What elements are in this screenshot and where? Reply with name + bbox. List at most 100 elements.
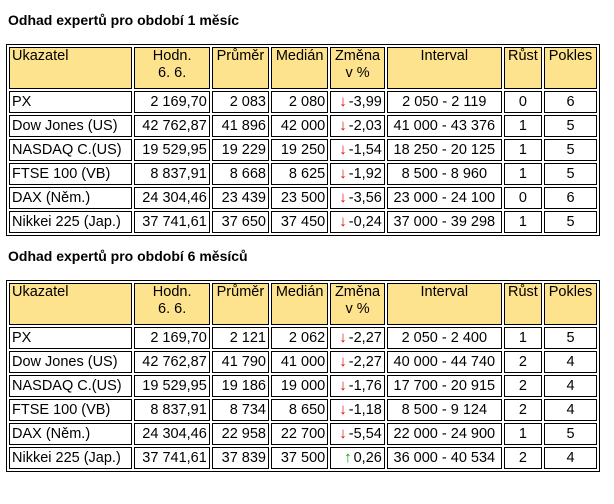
table-body: Ukazatel Hodn. 6. 6. Průměr Medián Změna v %…	[9, 47, 597, 233]
header-cell: Medián	[271, 47, 329, 89]
change-value: -2,03	[348, 118, 382, 134]
cell: 2	[503, 447, 543, 469]
cell: 8 668	[211, 163, 269, 185]
cell: 1	[503, 139, 543, 161]
cell: 37 000 - 39 298	[386, 211, 502, 233]
change-arrow: ↓	[339, 117, 347, 134]
cell: 0	[503, 91, 543, 113]
cell: 1	[503, 327, 543, 349]
header-cell: Změna v %	[330, 47, 385, 89]
header-row: Ukazatel Hodn. 6. 6. Průměr Medián Změna v %…	[9, 47, 597, 89]
cell: 37 741,61	[134, 447, 210, 469]
change-value: -1,92	[348, 166, 382, 182]
cell: 5	[544, 163, 597, 185]
change-value: -0,24	[348, 214, 382, 230]
data-row: DAX (Něm.) 24 304,46 23 439 23 500 ↓ -3,56 23 …	[9, 187, 597, 209]
cell: 1	[503, 163, 543, 185]
cell: NASDAQ C.(US)	[9, 375, 133, 397]
cell: 5	[544, 115, 597, 137]
cell: 19 229	[211, 139, 269, 161]
cell: 0	[503, 187, 543, 209]
cell: ↓ -3,56	[330, 187, 385, 209]
data-row: PX 2 169,70 2 121 2 062 ↓ -2,27 2 050 - 2 400 1…	[9, 327, 597, 349]
header-cell: Růst	[503, 47, 543, 89]
cell: 37 500	[271, 447, 329, 469]
cell: 41 000	[271, 351, 329, 373]
header-cell: Medián	[271, 283, 329, 325]
data-row: DAX (Něm.) 24 304,46 22 958 22 700 ↓ -5,54 22 …	[9, 423, 597, 445]
header-cell: Růst	[503, 283, 543, 325]
data-row: Dow Jones (US) 42 762,87 41 790 41 000 ↓ -2,2…	[9, 351, 597, 373]
cell: 17 700 - 20 915	[386, 375, 502, 397]
cell: 18 250 - 20 125	[386, 139, 502, 161]
cell: Nikkei 225 (Jap.)	[9, 211, 133, 233]
change-arrow: ↓	[339, 189, 347, 206]
cell: ↓ -5,54	[330, 423, 385, 445]
cell: PX	[9, 91, 133, 113]
cell: Dow Jones (US)	[9, 351, 133, 373]
cell: Nikkei 225 (Jap.)	[9, 447, 133, 469]
cell: DAX (Něm.)	[9, 187, 133, 209]
header-cell: Interval	[386, 47, 502, 89]
cell: Dow Jones (US)	[9, 115, 133, 137]
change-arrow: ↓	[339, 377, 347, 394]
cell: 2 062	[271, 327, 329, 349]
data-row: Nikkei 225 (Jap.) 37 741,61 37 650 37 450 ↓ -…	[9, 211, 597, 233]
cell: 8 837,91	[134, 399, 210, 421]
cell: 23 000 - 24 100	[386, 187, 502, 209]
cell: 40 000 - 44 740	[386, 351, 502, 373]
header-cell: Hodn. 6. 6.	[134, 283, 210, 325]
cell: 24 304,46	[134, 423, 210, 445]
change-arrow: ↓	[339, 329, 347, 346]
cell: 41 790	[211, 351, 269, 373]
data-row: NASDAQ C.(US) 19 529,95 19 229 19 250 ↓ -1,54…	[9, 139, 597, 161]
change-value: 0,26	[353, 450, 382, 466]
data-row: PX 2 169,70 2 083 2 080 ↓ -3,99 2 050 - 2 119 0…	[9, 91, 597, 113]
cell: 19 186	[211, 375, 269, 397]
change-value: -2,27	[348, 330, 382, 346]
change-arrow: ↓	[339, 401, 347, 418]
header-row: Ukazatel Hodn. 6. 6. Průměr Medián Změna v %…	[9, 283, 597, 325]
cell: 23 439	[211, 187, 269, 209]
cell: 8 734	[211, 399, 269, 421]
cell: 8 625	[271, 163, 329, 185]
cell: ↓ -1,92	[330, 163, 385, 185]
header-cell: Průměr	[211, 47, 269, 89]
cell: ↓ -0,24	[330, 211, 385, 233]
cell: 5	[544, 327, 597, 349]
cell: 19 250	[271, 139, 329, 161]
header-cell: Pokles	[544, 47, 597, 89]
change-arrow: ↓	[339, 141, 347, 158]
cell: 2	[503, 351, 543, 373]
cell: 37 650	[211, 211, 269, 233]
change-value: -2,27	[348, 354, 382, 370]
cell: 22 700	[271, 423, 329, 445]
cell: 19 000	[271, 375, 329, 397]
cell: 37 450	[271, 211, 329, 233]
header-cell: Interval	[386, 283, 502, 325]
cell: 22 000 - 24 900	[386, 423, 502, 445]
data-table: Ukazatel Hodn. 6. 6. Průměr Medián Změna v %…	[6, 280, 600, 472]
cell: 6	[544, 187, 597, 209]
cell: 6	[544, 91, 597, 113]
cell: 8 837,91	[134, 163, 210, 185]
cell: 2	[503, 399, 543, 421]
cell: 2 169,70	[134, 91, 210, 113]
cell: 2 050 - 2 400	[386, 327, 502, 349]
cell: 19 529,95	[134, 375, 210, 397]
cell: ↑ 0,26	[330, 447, 385, 469]
section-title: Odhad expertů pro období 1 měsíc	[8, 12, 240, 28]
cell: 1	[503, 423, 543, 445]
cell: 5	[544, 211, 597, 233]
page: {"sections": [ {"title": "Odhad expertů …	[0, 12, 614, 504]
cell: 2 083	[211, 91, 269, 113]
change-value: -1,54	[348, 142, 382, 158]
cell: 41 896	[211, 115, 269, 137]
cell: 1	[503, 211, 543, 233]
change-value: -5,54	[348, 426, 382, 442]
cell: PX	[9, 327, 133, 349]
header-cell: Pokles	[544, 283, 597, 325]
cell: ↓ -3,99	[330, 91, 385, 113]
cell: 42 762,87	[134, 351, 210, 373]
data-row: FTSE 100 (VB) 8 837,91 8 734 8 650 ↓ -1,18 8 5…	[9, 399, 597, 421]
